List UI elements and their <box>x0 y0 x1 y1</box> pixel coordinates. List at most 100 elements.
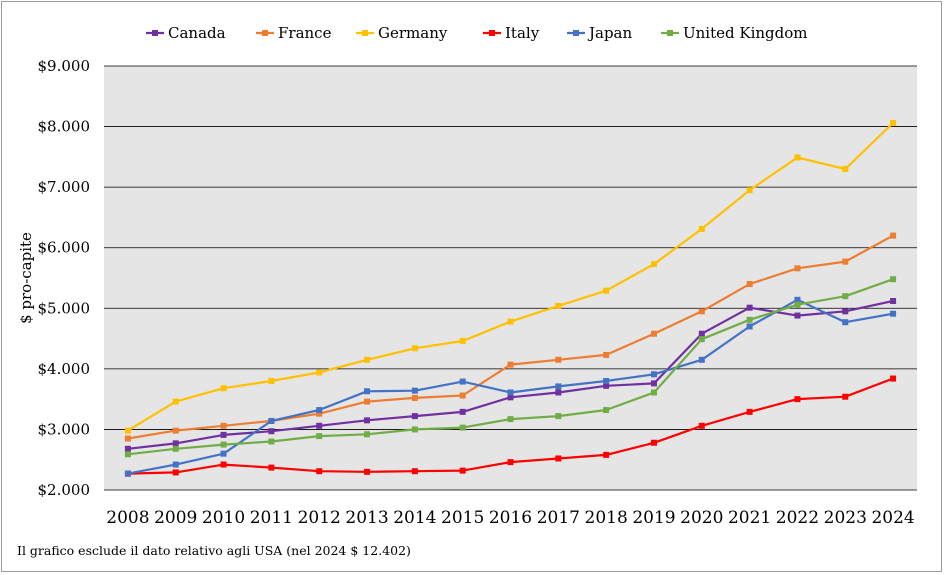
data-point-germany <box>555 302 562 309</box>
data-point-france <box>555 356 562 363</box>
legend-label: France <box>278 24 332 42</box>
data-point-italy <box>842 393 849 400</box>
data-point-canada <box>316 422 323 429</box>
data-point-italy <box>459 467 466 474</box>
data-point-japan <box>698 356 705 363</box>
data-point-france <box>459 392 466 399</box>
data-point-italy <box>316 468 323 475</box>
x-tick-label: 2014 <box>393 508 436 528</box>
data-point-canada <box>459 408 466 415</box>
series-japan <box>124 296 897 477</box>
data-point-japan <box>507 389 514 396</box>
data-point-italy <box>220 461 227 468</box>
data-point-france <box>890 232 897 239</box>
data-point-japan <box>459 378 466 385</box>
data-point-germany <box>459 337 466 344</box>
data-point-united-kingdom <box>650 389 657 396</box>
x-tick-label: 2015 <box>441 508 484 528</box>
data-point-japan <box>650 371 657 378</box>
y-tick-label: $2.000 <box>38 481 91 499</box>
legend-label: Japan <box>587 24 633 42</box>
data-point-france <box>746 281 753 288</box>
x-tick-label: 2023 <box>824 508 867 528</box>
data-point-france <box>364 398 371 405</box>
data-point-germany <box>890 119 897 126</box>
legend-swatch-marker <box>362 30 368 36</box>
data-point-united-kingdom <box>842 293 849 300</box>
data-point-germany <box>411 345 418 352</box>
data-point-germany <box>364 356 371 363</box>
y-tick-label: $6.000 <box>38 239 91 257</box>
data-point-germany <box>746 187 753 194</box>
data-point-united-kingdom <box>220 441 227 448</box>
data-point-italy <box>364 468 371 475</box>
x-tick-label: 2010 <box>202 508 245 528</box>
data-point-italy <box>746 408 753 415</box>
x-tick-label: 2009 <box>154 508 197 528</box>
data-point-italy <box>794 396 801 403</box>
x-tick-label: 2012 <box>298 508 341 528</box>
data-point-france <box>603 351 610 358</box>
data-point-japan <box>172 461 179 468</box>
legend-label: Italy <box>505 24 540 42</box>
data-point-canada <box>507 394 514 401</box>
legend-swatch-marker <box>152 30 158 36</box>
x-tick-label: 2024 <box>871 508 914 528</box>
legend-swatch-marker <box>573 30 579 36</box>
y-axis-label: $ pro-capite <box>17 232 35 324</box>
data-point-japan <box>603 377 610 384</box>
data-point-france <box>507 361 514 368</box>
legend: Canada France Germany Italy Japan United King… <box>146 24 808 42</box>
data-point-italy <box>650 439 657 446</box>
data-point-japan <box>268 417 275 424</box>
data-point-united-kingdom <box>890 276 897 283</box>
data-point-united-kingdom <box>411 426 418 433</box>
data-point-united-kingdom <box>124 451 131 458</box>
chart-footnote: Il grafico esclude il dato relativo agli… <box>17 543 411 558</box>
data-point-france <box>698 308 705 315</box>
data-point-japan <box>555 383 562 390</box>
y-tick-label: $5.000 <box>38 299 91 317</box>
x-tick-label: 2017 <box>537 508 580 528</box>
legend-item-germany: Germany <box>356 24 448 42</box>
data-point-united-kingdom <box>316 433 323 440</box>
data-point-canada <box>650 380 657 387</box>
legend-label: United Kingdom <box>683 24 808 42</box>
data-point-germany <box>842 165 849 172</box>
data-point-canada <box>364 417 371 424</box>
legend-label: Germany <box>378 24 448 42</box>
legend-item-canada: Canada <box>146 24 226 42</box>
data-point-japan <box>794 296 801 303</box>
x-tick-label: 2019 <box>632 508 675 528</box>
y-tick-label: $4.000 <box>38 360 91 378</box>
data-point-canada <box>890 298 897 305</box>
data-point-united-kingdom <box>698 336 705 343</box>
data-point-japan <box>124 470 131 477</box>
x-tick-label: 2013 <box>345 508 388 528</box>
data-point-italy <box>603 451 610 458</box>
x-tick-label: 2018 <box>585 508 628 528</box>
data-point-canada <box>842 308 849 315</box>
series-united-kingdom <box>124 276 897 458</box>
data-point-germany <box>603 287 610 294</box>
data-point-italy <box>268 464 275 471</box>
data-point-france <box>650 330 657 337</box>
data-point-canada <box>124 445 131 452</box>
data-point-canada <box>555 389 562 396</box>
data-point-united-kingdom <box>794 301 801 308</box>
data-point-united-kingdom <box>268 438 275 445</box>
data-point-italy <box>507 459 514 466</box>
legend-item-japan: Japan <box>567 24 633 42</box>
data-point-italy <box>890 375 897 382</box>
legend-swatch-marker <box>667 30 673 36</box>
data-point-germany <box>268 377 275 384</box>
legend-swatch-marker <box>489 30 495 36</box>
data-point-united-kingdom <box>364 431 371 438</box>
data-point-japan <box>364 388 371 395</box>
data-point-japan <box>220 450 227 457</box>
data-point-germany <box>316 369 323 376</box>
data-point-france <box>220 422 227 429</box>
legend-swatch-marker <box>262 30 268 36</box>
y-tick-label: $3.000 <box>38 420 91 438</box>
data-point-italy <box>555 455 562 462</box>
